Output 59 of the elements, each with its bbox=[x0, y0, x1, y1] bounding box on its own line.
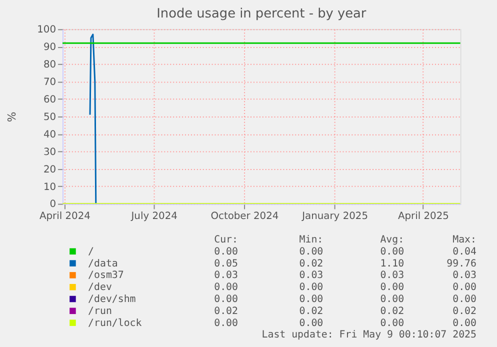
y-tick-label: 90 bbox=[43, 42, 56, 54]
text: 0.05 bbox=[214, 258, 238, 270]
text: 0.00 bbox=[380, 282, 404, 294]
text: 99.76 bbox=[446, 258, 477, 270]
text: 0.02 bbox=[299, 258, 324, 270]
text: 0.00 bbox=[299, 294, 324, 305]
text: 0.03 bbox=[214, 270, 238, 282]
text: 0.00 bbox=[214, 294, 238, 305]
y-tick-label: 40 bbox=[43, 129, 56, 140]
text: 0.00 bbox=[452, 294, 477, 305]
text: 0.00 bbox=[299, 318, 324, 329]
legend-label: /osm37 bbox=[88, 270, 124, 282]
text: 1.10 bbox=[380, 258, 404, 270]
x-tick-label: April 2025 bbox=[398, 211, 449, 222]
y-tick-label: 100 bbox=[37, 24, 56, 36]
x-tick-label: April 2024 bbox=[39, 211, 90, 222]
chart-title: Inode usage in percent - by year bbox=[156, 6, 367, 22]
text: Last update: Fri May 9 00:10:07 2025 bbox=[262, 330, 477, 341]
y-tick-label: 10 bbox=[43, 182, 56, 193]
legend-label: / bbox=[88, 246, 94, 258]
y-tick-label: 0 bbox=[50, 199, 56, 210]
text: 0.00 bbox=[380, 294, 404, 305]
text: 0.00 bbox=[452, 318, 477, 329]
text: 0.00 bbox=[214, 246, 238, 258]
y-tick-label: 30 bbox=[43, 146, 56, 158]
legend-label: /dev bbox=[88, 282, 112, 294]
y-tick-label: 60 bbox=[43, 94, 56, 106]
text: 0.03 bbox=[380, 270, 404, 282]
text: 0.03 bbox=[452, 270, 477, 282]
text: 0.02 bbox=[452, 306, 477, 317]
y-axis-title: % bbox=[5, 112, 18, 122]
text: 0.04 bbox=[452, 246, 477, 258]
x-tick-label: July 2024 bbox=[130, 211, 178, 222]
text: Cur: bbox=[214, 234, 238, 246]
text: 0.00 bbox=[299, 282, 324, 294]
legend-label: /run/lock bbox=[88, 318, 142, 329]
y-tick-label: 70 bbox=[43, 77, 56, 88]
text: Max: bbox=[452, 234, 476, 246]
y-tick-label: 50 bbox=[43, 112, 56, 123]
text: 0.00 bbox=[452, 282, 477, 294]
x-tick-label: October 2024 bbox=[210, 211, 279, 222]
x-tick-label: January 2025 bbox=[301, 211, 368, 222]
y-tick-label: 20 bbox=[43, 164, 56, 176]
line-series bbox=[89, 34, 97, 204]
text: 0.00 bbox=[380, 318, 404, 329]
text: Min: bbox=[299, 234, 324, 246]
y-tick-label: 80 bbox=[43, 60, 56, 71]
text: 0.00 bbox=[214, 318, 238, 329]
legend-label: /data bbox=[88, 258, 118, 270]
legend-label: /dev/shm bbox=[88, 294, 136, 305]
text: 0.03 bbox=[299, 270, 324, 282]
text: 0.00 bbox=[214, 282, 238, 294]
text: 0.00 bbox=[299, 246, 324, 258]
text: 0.00 bbox=[380, 246, 404, 258]
text: 0.02 bbox=[380, 306, 404, 317]
text: 0.02 bbox=[299, 306, 324, 317]
legend-label: /run bbox=[88, 306, 112, 317]
text: Avg: bbox=[380, 234, 404, 246]
text: 0.02 bbox=[214, 306, 238, 317]
